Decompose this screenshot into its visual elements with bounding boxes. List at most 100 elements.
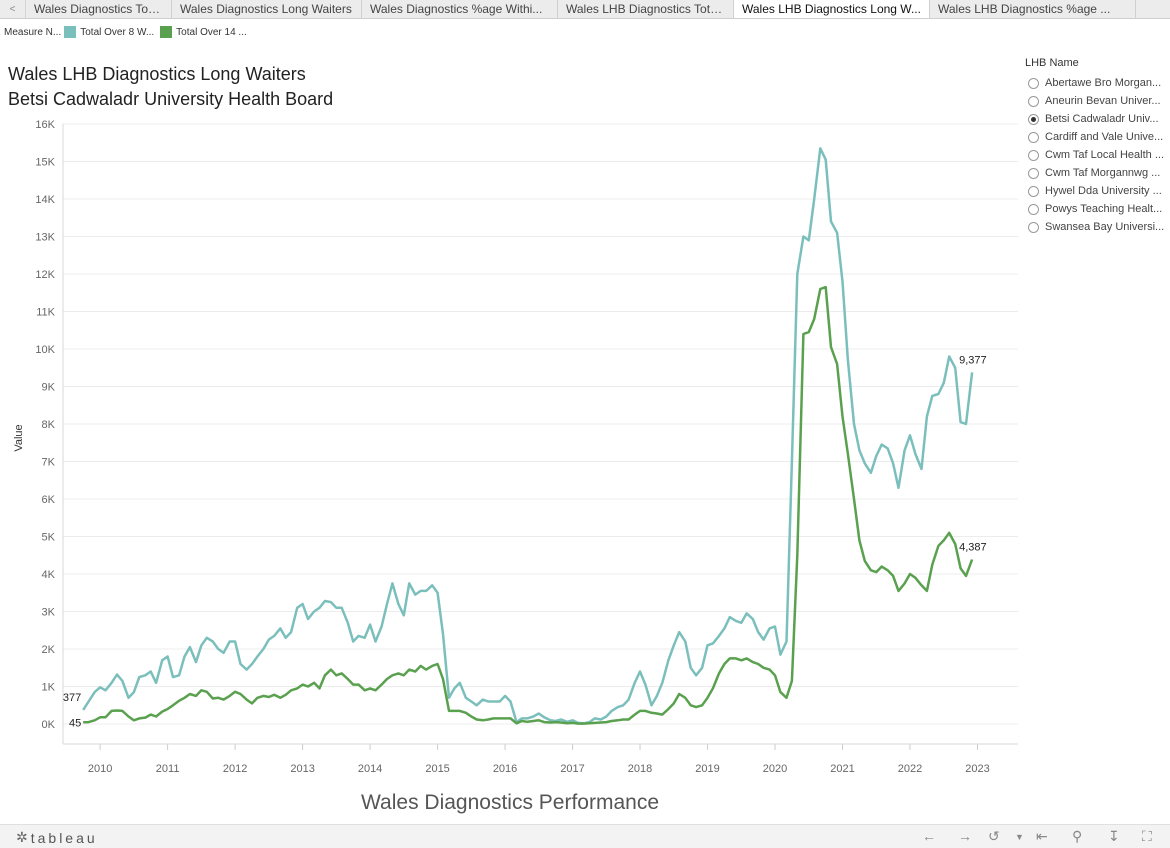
data-labels: 377 9,377 45 4,387 [63, 354, 987, 729]
tab-3[interactable]: Wales Diagnostics %age Withi... [362, 0, 558, 18]
radio-unchecked-icon[interactable] [1028, 149, 1039, 161]
tab-bar: < Wales Diagnostics Totals Wales Diagnost… [0, 0, 1170, 19]
y-axis: 0K 1K 2K 3K 4K 5K 6K 7K 8K 9K 10K 11K 12K 13K 14K 15K 16… [35, 119, 64, 744]
dashboard-footer-title: Wales Diagnostics Performance [361, 791, 659, 814]
download-icon[interactable]: ↧ [1108, 828, 1120, 844]
filter-title: LHB Name [1025, 57, 1079, 69]
y-tick-label: 10K [35, 344, 55, 356]
x-tick-label: 2010 [88, 763, 112, 775]
legend-swatch-14-weeks[interactable] [160, 26, 173, 38]
fullscreen-icon[interactable]: ⛶ [1142, 828, 1152, 844]
x-tick-label: 2020 [763, 763, 787, 775]
filter-option-label: Cardiff and Vale Unive... [1045, 131, 1164, 143]
revert-dropdown-icon[interactable]: ▼ [1015, 832, 1024, 842]
filter-option[interactable]: Cwm Taf Local Health ... [1025, 146, 1170, 164]
chart-subtitle: Betsi Cadwaladr University Health Board [8, 89, 334, 109]
filter-option[interactable]: Abertawe Bro Morgan... [1025, 74, 1170, 92]
legend-label-8-weeks[interactable]: Total Over 8 W... [80, 26, 155, 38]
x-tick-label: 2018 [628, 763, 652, 775]
lhb-name-filter: LHB Name Abertawe Bro Morgan... Aneurin B… [1025, 57, 1170, 236]
x-tick-label: 2017 [560, 763, 584, 775]
tab-2[interactable]: Wales Diagnostics Long Waiters [172, 0, 362, 18]
filter-option[interactable]: Aneurin Bevan Univer... [1025, 92, 1170, 110]
tableau-logo[interactable]: ✲ tableau [16, 829, 98, 846]
filter-option[interactable]: Hywel Dda University ... [1025, 182, 1170, 200]
radio-unchecked-icon[interactable] [1028, 203, 1039, 215]
end-value-label: 9,377 [959, 354, 987, 366]
x-axis: 2010 2011 2012 2013 2014 2015 2016 2017 2018 2019… [63, 743, 1018, 775]
y-tick-label: 12K [35, 269, 55, 281]
radio-checked-icon[interactable] [1028, 113, 1039, 125]
y-tick-label: 13K [35, 232, 55, 244]
radio-unchecked-icon[interactable] [1028, 77, 1039, 89]
tableau-toolbar: ✲ tableau ← → ↺ ▼ ⇤ ⚲ ↧ ⛶ [0, 824, 1170, 848]
filter-option-label: Powys Teaching Healt... [1045, 203, 1163, 215]
tableau-wordmark: tableau [30, 829, 98, 846]
start-value-label: 377 [63, 692, 81, 704]
legend-title: Measure N... [4, 26, 62, 38]
radio-unchecked-icon[interactable] [1028, 185, 1039, 197]
tab-6[interactable]: Wales LHB Diagnostics %age ... [930, 0, 1136, 18]
radio-unchecked-icon[interactable] [1028, 221, 1039, 233]
y-tick-label: 0K [42, 719, 56, 731]
chart-title: Wales LHB Diagnostics Long Waiters [8, 64, 306, 84]
series-line-over-8-weeks[interactable] [82, 147, 974, 725]
filter-option-label: Cwm Taf Local Health ... [1045, 149, 1165, 161]
x-tick-label: 2013 [290, 763, 314, 775]
y-tick-label: 1K [42, 682, 56, 694]
line-chart[interactable]: 0K 1K 2K 3K 4K 5K 6K 7K 8K 9K 10K 11K 12K 13K 14K 15K 16… [0, 0, 1020, 790]
filter-option[interactable]: Cardiff and Vale Unive... [1025, 128, 1170, 146]
gridlines [63, 123, 1018, 725]
legend-label-14-weeks[interactable]: Total Over 14 ... [176, 26, 247, 38]
y-tick-label: 11K [36, 307, 55, 319]
series-lines [82, 147, 974, 725]
y-tick-label: 6K [42, 494, 56, 506]
filter-option-label: Betsi Cadwaladr Univ... [1045, 113, 1159, 125]
start-value-label: 45 [69, 717, 81, 729]
filter-option[interactable]: Powys Teaching Healt... [1025, 200, 1170, 218]
x-tick-label: 2023 [965, 763, 989, 775]
y-tick-label: 2K [42, 644, 56, 656]
tab-1[interactable]: Wales Diagnostics Totals [26, 0, 172, 18]
y-tick-label: 14K [35, 194, 55, 206]
y-tick-label: 16K [35, 119, 55, 131]
filter-option-label: Aneurin Bevan Univer... [1045, 95, 1161, 107]
share-icon[interactable]: ⚲ [1072, 828, 1083, 844]
y-axis-title: Value [13, 424, 25, 451]
x-tick-label: 2012 [223, 763, 247, 775]
redo-icon[interactable]: → [958, 828, 972, 844]
reset-icon[interactable]: ⇤ [1036, 828, 1048, 844]
radio-unchecked-icon[interactable] [1028, 131, 1039, 143]
legend-swatch-8-weeks[interactable] [64, 26, 77, 38]
tab-scroll-left-icon[interactable]: < [0, 0, 26, 18]
filter-option-label: Abertawe Bro Morgan... [1045, 77, 1162, 89]
tab-4[interactable]: Wales LHB Diagnostics Totals [558, 0, 734, 18]
color-legend: Measure N... Total Over 8 W... Total Ove… [4, 25, 247, 39]
y-tick-label: 3K [42, 607, 56, 619]
y-tick-label: 7K [42, 457, 56, 469]
filter-option[interactable]: Swansea Bay Universi... [1025, 218, 1170, 236]
x-tick-label: 2019 [695, 763, 719, 775]
series-line-over-14-weeks[interactable] [83, 285, 974, 725]
y-tick-label: 15K [35, 157, 55, 169]
filter-option-label: Hywel Dda University ... [1045, 185, 1162, 197]
filter-option[interactable]: Betsi Cadwaladr Univ... [1025, 110, 1170, 128]
tab-5[interactable]: Wales LHB Diagnostics Long W... [734, 0, 930, 18]
end-value-label: 4,387 [959, 541, 987, 553]
x-tick-label: 2016 [493, 763, 517, 775]
filter-option[interactable]: Cwm Taf Morgannwg ... [1025, 164, 1170, 182]
filter-option-label: Cwm Taf Morgannwg ... [1045, 167, 1161, 179]
tableau-logo-icon: ✲ [16, 829, 28, 845]
filter-option-label: Swansea Bay Universi... [1045, 221, 1165, 233]
y-tick-label: 9K [42, 382, 56, 394]
y-tick-label: 5K [42, 532, 56, 544]
undo-icon[interactable]: ← [922, 828, 936, 844]
x-tick-label: 2014 [358, 763, 382, 775]
revert-icon[interactable]: ↺ [988, 828, 1000, 844]
radio-unchecked-icon[interactable] [1028, 95, 1039, 107]
y-tick-label: 8K [42, 419, 56, 431]
x-tick-label: 2015 [425, 763, 449, 775]
x-tick-label: 2022 [898, 763, 922, 775]
x-tick-label: 2021 [830, 763, 854, 775]
radio-unchecked-icon[interactable] [1028, 167, 1039, 179]
